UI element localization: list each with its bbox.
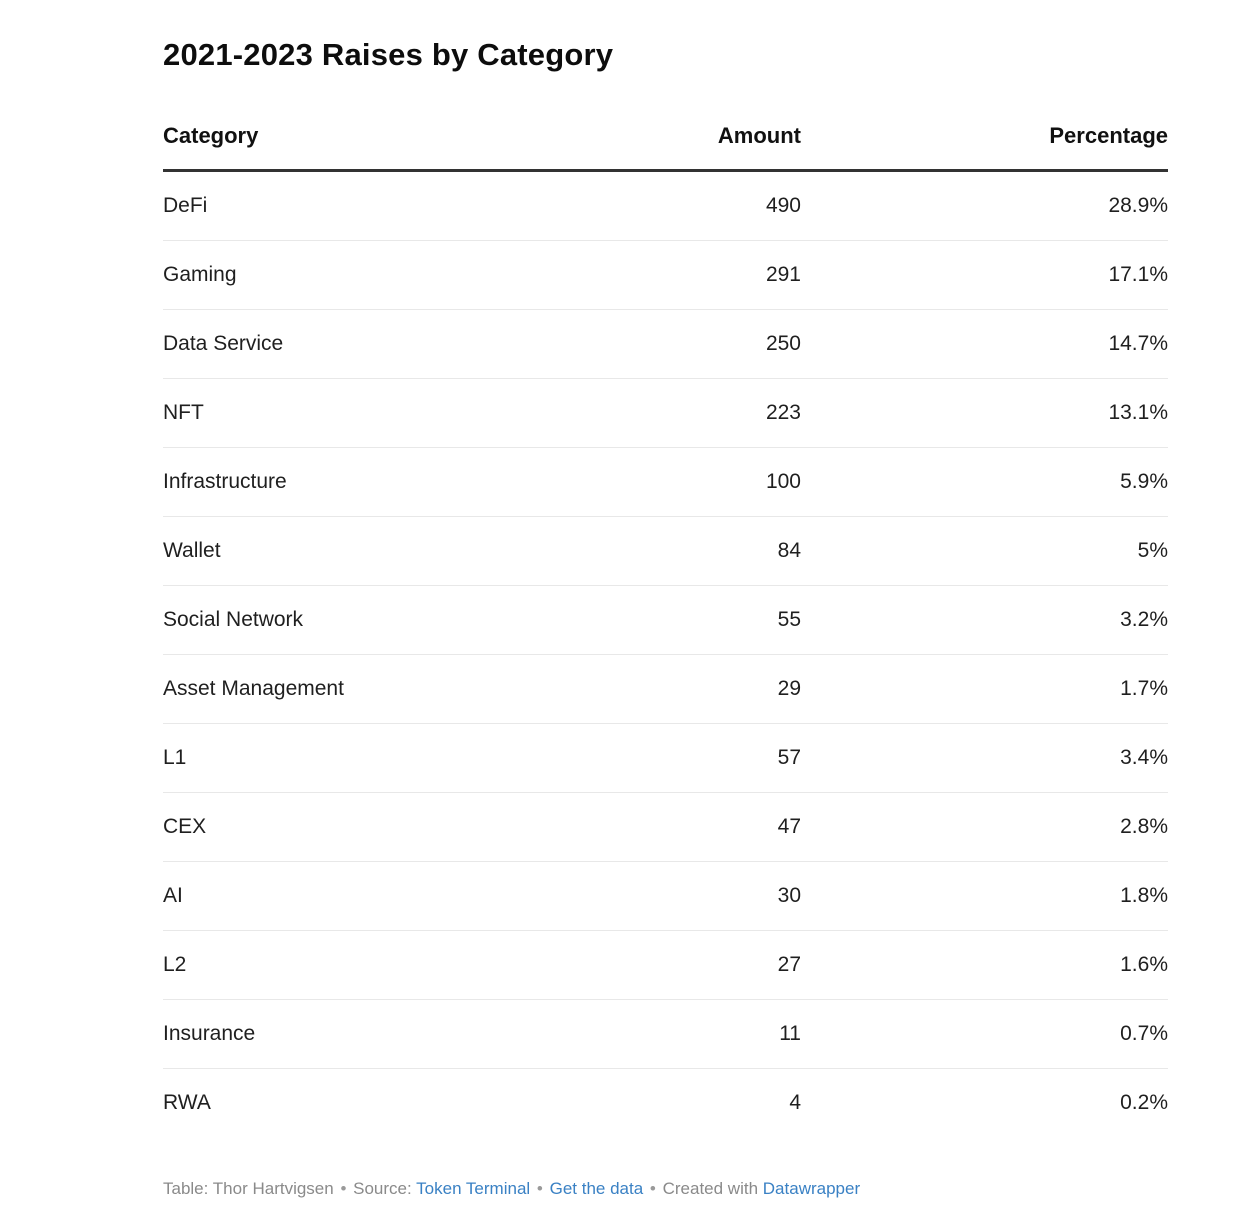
category-cell: Data Service: [163, 309, 583, 380]
amount-cell: 4: [789, 1091, 801, 1115]
table-row: Insurance 11 0.7%: [163, 999, 1168, 1070]
percentage-cell: 1.6%: [801, 930, 1168, 1001]
category-cell: RWA: [163, 1091, 211, 1115]
table-row: AI 30 1.8%: [163, 861, 1168, 932]
table-row: NFT 223 13.1%: [163, 378, 1168, 449]
table-row: Gaming 291 17.1%: [163, 240, 1168, 311]
percentage-cell: 14.7%: [801, 309, 1168, 380]
category-cell: AI: [163, 861, 583, 932]
table-row: L1 57 3.4%: [163, 723, 1168, 794]
created-with-label: Created with: [662, 1179, 759, 1199]
percentage-cell: 5%: [801, 516, 1168, 587]
amount-cell: 55: [583, 585, 801, 656]
table-body: DeFi 490 28.9% Gaming 291 17.1% Data Ser…: [163, 170, 1168, 1138]
percentage-cell: 3.2%: [801, 585, 1168, 656]
table-row: Asset Management 29 1.7%: [163, 654, 1168, 725]
percentage-cell: 0.7%: [801, 999, 1168, 1070]
category-cell: CEX: [163, 792, 583, 863]
category-cell: Asset Management: [163, 654, 583, 725]
table-header: Category Amount Percentage: [163, 117, 1168, 173]
amount-cell: 29: [583, 654, 801, 725]
percentage-cell: 1.7%: [801, 654, 1168, 725]
table-row: Infrastructure 100 5.9%: [163, 447, 1168, 518]
datawrapper-link[interactable]: Datawrapper: [762, 1179, 861, 1199]
column-header-amount: Amount: [583, 117, 801, 173]
percentage-cell: 13.1%: [801, 378, 1168, 449]
category-cell: Social Network: [163, 585, 583, 656]
page-title: 2021-2023 Raises by Category: [163, 37, 614, 72]
category-cell: L1: [163, 723, 583, 794]
percentage-cell: 0.2%: [1120, 1091, 1168, 1115]
amount-cell: 11: [583, 999, 801, 1070]
category-cell: NFT: [163, 378, 583, 449]
amount-cell: 47: [583, 792, 801, 863]
percentage-cell: 17.1%: [801, 240, 1168, 311]
amount-cell: 27: [583, 930, 801, 1001]
category-cell: L2: [163, 930, 583, 1001]
percentage-cell: 5.9%: [801, 447, 1168, 518]
source-link[interactable]: Token Terminal: [416, 1179, 531, 1199]
amount-cell: 291: [583, 240, 801, 311]
table-row: CEX 47 2.8%: [163, 792, 1168, 863]
bullet-separator: •: [536, 1179, 543, 1199]
percentage-cell: 28.9%: [801, 170, 1168, 242]
column-header-category: Category: [163, 117, 583, 173]
table-credit: Table: Thor Hartvigsen: [163, 1179, 334, 1199]
attribution-footer: Table: Thor Hartvigsen • Source: Token T…: [163, 1177, 1168, 1201]
amount-cell: 490: [583, 170, 801, 242]
bullet-separator: •: [340, 1179, 347, 1199]
table-row: Social Network 55 3.2%: [163, 585, 1168, 656]
table-row: L2 27 1.6%: [163, 930, 1168, 1001]
amount-cell: 30: [583, 861, 801, 932]
category-cell: Insurance: [163, 999, 583, 1070]
bullet-separator: •: [649, 1179, 656, 1199]
category-cell: DeFi: [163, 170, 583, 242]
table-row: Wallet 84 5%: [163, 516, 1168, 587]
raises-table: Category Amount Percentage DeFi 490 28.9…: [163, 117, 1168, 1137]
table-row: Data Service 250 14.7%: [163, 309, 1168, 380]
source-label: Source:: [353, 1179, 412, 1199]
table-row: DeFi 490 28.9%: [163, 170, 1168, 242]
amount-cell: 223: [583, 378, 801, 449]
column-header-percentage: Percentage: [801, 117, 1168, 173]
percentage-cell: 2.8%: [801, 792, 1168, 863]
amount-cell: 84: [583, 516, 801, 587]
amount-cell: 250: [583, 309, 801, 380]
category-cell: Gaming: [163, 240, 583, 311]
amount-cell: 100: [583, 447, 801, 518]
percentage-cell: 3.4%: [801, 723, 1168, 794]
category-cell: Infrastructure: [163, 447, 583, 518]
percentage-cell: 1.8%: [801, 861, 1168, 932]
get-data-link[interactable]: Get the data: [549, 1179, 644, 1199]
amount-cell: 57: [583, 723, 801, 794]
category-cell: Wallet: [163, 516, 583, 587]
table-row: RWA 4 0.2%: [163, 1069, 1168, 1138]
